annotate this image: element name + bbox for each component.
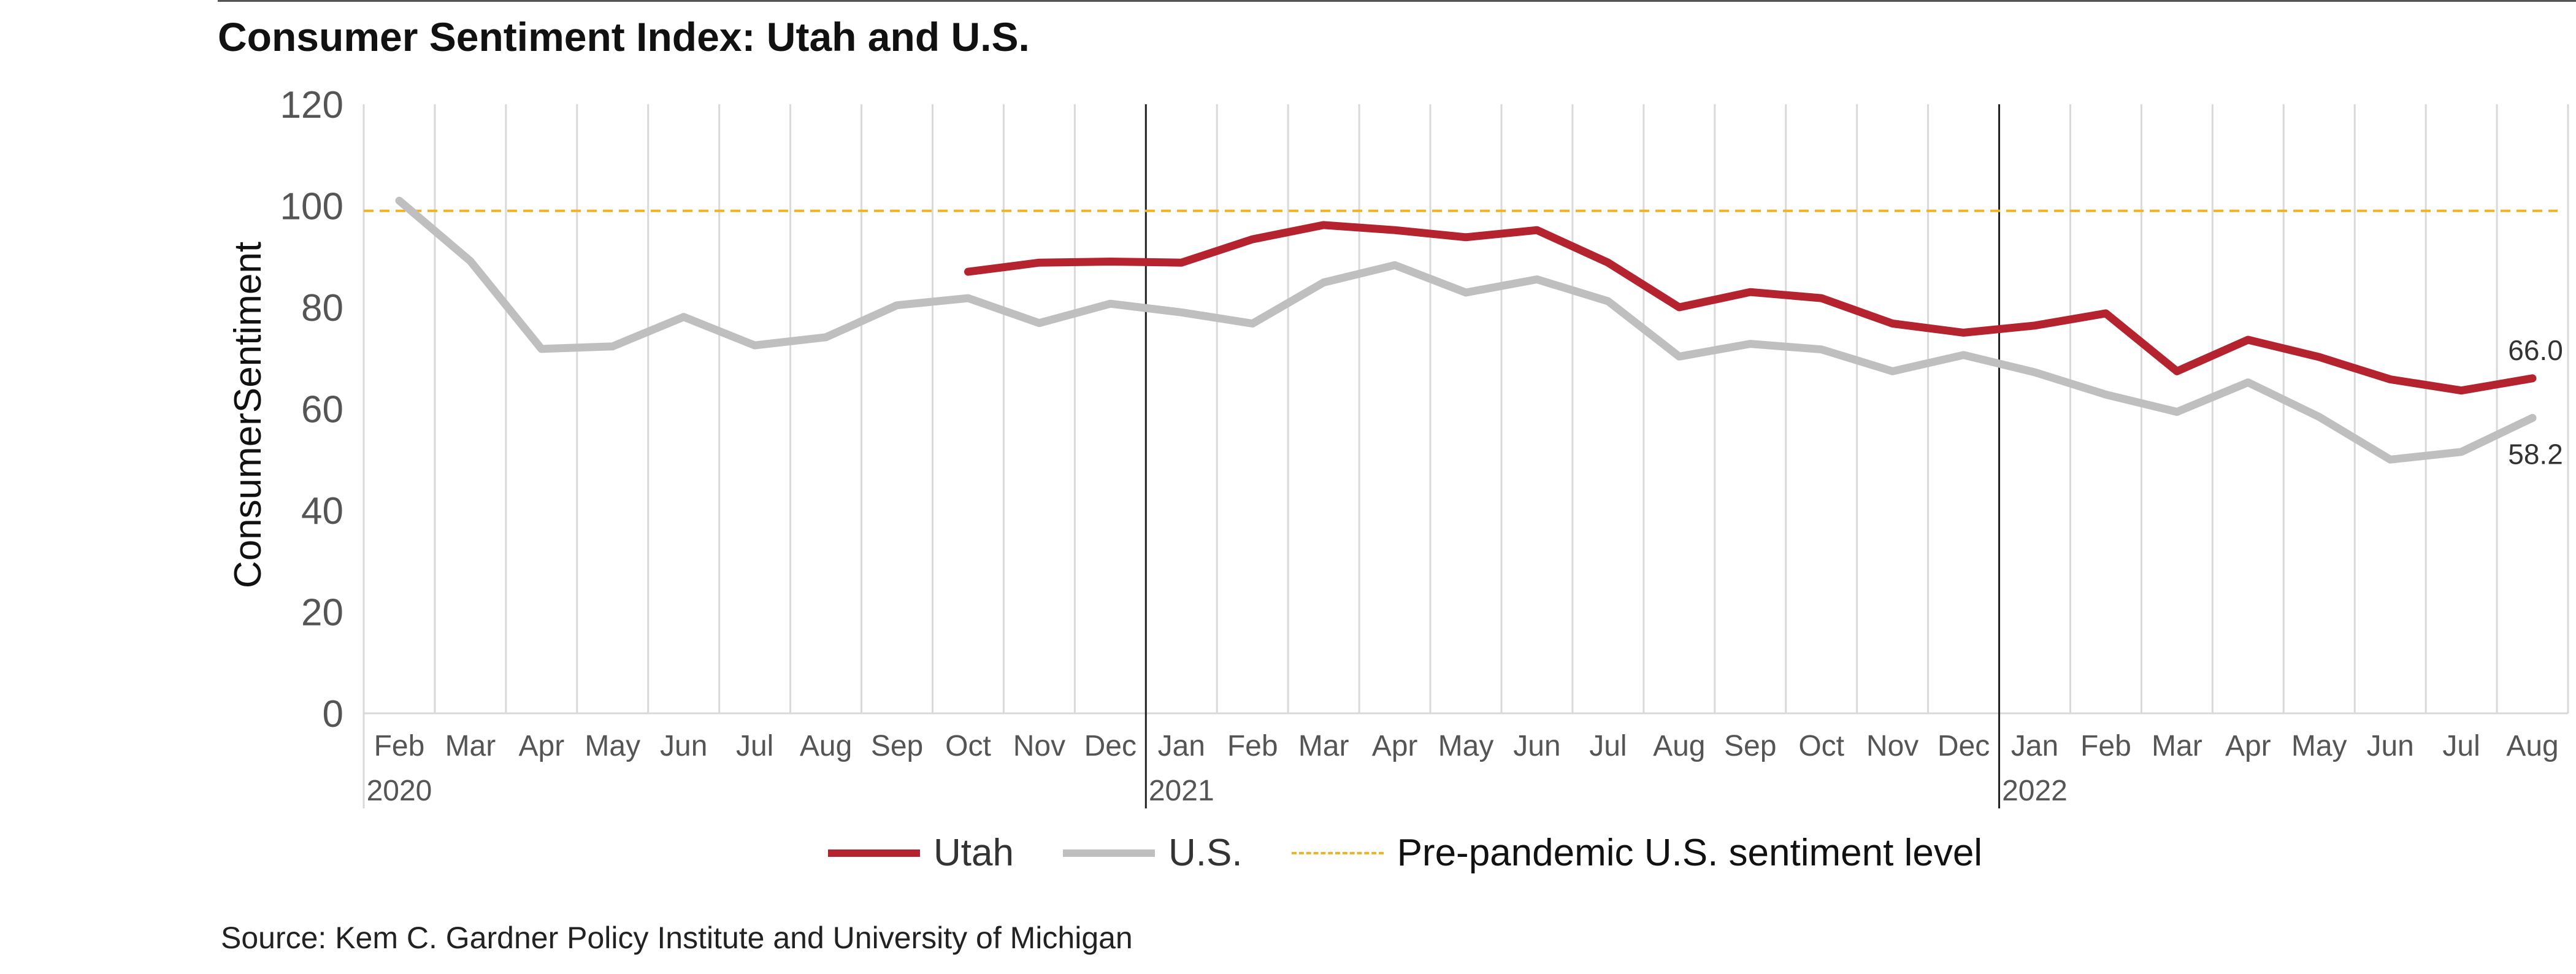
x-tick-label: Jun [660,730,707,762]
x-tick-label: Nov [1866,730,1919,762]
x-tick-label: Mar [2152,730,2202,762]
x-tick-label: Jul [736,730,773,762]
legend-item-utah: Utah [828,831,1014,875]
x-tick-label: Apr [518,730,564,762]
y-tick-label: 40 [301,490,343,532]
y-tick-label: 0 [323,693,343,735]
x-tick-label: Feb [2080,730,2131,762]
legend-swatch-us [1062,849,1155,857]
x-tick-label: Aug [800,730,852,762]
y-tick-label: 20 [301,592,343,634]
x-tick-label: Apr [2225,730,2271,762]
legend-item-us: U.S. [1062,831,1243,875]
y-tick-label: 100 [280,186,343,228]
x-year-label: 2020 [367,775,432,807]
x-tick-label: Apr [1372,730,1418,762]
x-tick-label: Aug [1653,730,1705,762]
y-tick-label: 120 [280,84,343,126]
x-tick-label: Mar [1298,730,1349,762]
top-rule [218,0,2576,2]
data-label-us-end: 58.2 [2508,438,2563,470]
x-tick-label: May [1438,730,1494,762]
series-line-utah [964,221,2537,395]
source-note: Source: Kem C. Gardner Policy Institute … [221,921,1133,955]
x-tick-label: Feb [1227,730,1278,762]
y-tick-label: 80 [301,287,343,329]
x-tick-label: Jun [1513,730,1560,762]
series-line-us [395,196,2537,464]
x-tick-label: Jun [2366,730,2413,762]
data-label-utah-end: 66.0 [2508,334,2563,366]
chart-plot: 0 20 40 60 80 100 120 ConsumerSentiment Feb Mar Ap… [227,84,2569,808]
chart-title: Consumer Sentiment Index: Utah and U.S. [218,14,1030,59]
legend-label-utah: Utah [933,832,1014,874]
x-tick-label: Jul [1589,730,1627,762]
x-tick-label: Mar [445,730,496,762]
x-tick-label: Dec [1938,730,1990,762]
legend-swatch-reference [1291,851,1384,854]
legend-item-reference: Pre-pandemic U.S. sentiment level [1291,831,1983,875]
x-tick-label: Feb [374,730,425,762]
x-tick-label: Jul [2442,730,2480,762]
x-tick-label: Sep [1724,730,1776,762]
x-tick-label: Dec [1084,730,1137,762]
x-tick-label: Jan [1158,730,1205,762]
x-tick-label: May [2291,730,2347,762]
legend-label-reference: Pre-pandemic U.S. sentiment level [1397,832,1983,874]
x-tick-label: Jan [2011,730,2058,762]
x-tick-label: Nov [1013,730,1065,762]
x-tick-label: May [585,730,640,762]
x-year-label: 2022 [2002,775,2068,807]
x-tick-label: Sep [871,730,923,762]
x-year-label: 2021 [1149,775,1214,807]
x-tick-label: Oct [1798,730,1844,762]
legend-label-us: U.S. [1168,832,1243,874]
y-axis-title: ConsumerSentiment [227,242,269,588]
legend: Utah U.S. Pre-pandemic U.S. sentiment le… [828,831,2031,875]
x-tick-label: Aug [2506,730,2558,762]
y-tick-label: 60 [301,389,343,431]
x-tick-label: Oct [945,730,991,762]
legend-swatch-utah [828,849,920,857]
